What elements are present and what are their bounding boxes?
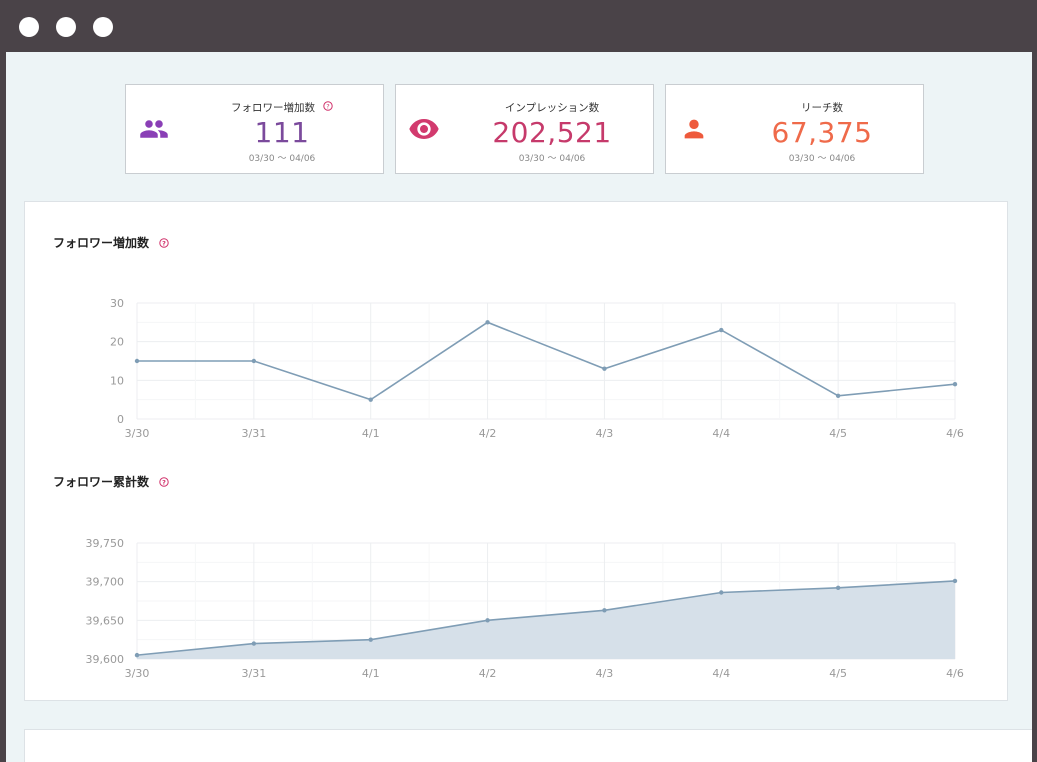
x-tick-label: 4/3 (596, 427, 614, 440)
x-tick-label: 4/1 (362, 427, 380, 440)
dashboard-page: フォロワー増加数? 111 03/30 〜 04/06 インプレッション数 20… (6, 52, 1032, 762)
data-point[interactable] (835, 393, 841, 398)
y-tick-label: 39,700 (86, 576, 125, 589)
stat-date-range: 03/30 〜 04/06 (248, 154, 316, 164)
x-tick-label: 4/1 (362, 667, 380, 680)
x-tick-label: 3/30 (125, 427, 150, 440)
series-line (137, 321, 956, 401)
stat-card-reach: リーチ数 67,375 03/30 〜 04/06 (665, 84, 924, 174)
help-icon[interactable]: ? (159, 477, 169, 487)
svg-text:?: ? (162, 478, 166, 486)
stat-icon-box (666, 85, 721, 173)
data-point[interactable] (952, 578, 958, 584)
data-point[interactable] (134, 358, 140, 364)
follower-total-chart: 39,600 39,650 39,700 39,750 3/30 3/31 4/1 4/2 4/… (86, 537, 964, 680)
window-close-button[interactable] (19, 17, 39, 37)
x-tick-label: 4/5 (829, 427, 847, 440)
stat-date-range: 03/30 〜 04/06 (788, 154, 856, 164)
data-point[interactable] (134, 652, 140, 658)
y-tick-label: 39,750 (86, 537, 125, 550)
person-icon (684, 119, 703, 139)
y-tick-label: 39,600 (86, 653, 125, 666)
y-tick-label: 39,650 (86, 614, 125, 627)
data-point[interactable] (368, 637, 373, 642)
stat-value: 67,375 (771, 116, 873, 149)
stat-value: 202,521 (492, 116, 612, 149)
charts-panel: フォロワー増加数? 0 10 20 30 3/30 3/31 4/1 4/2 4/3 4/4 4/5… (24, 201, 1008, 701)
x-tick-label: 4/2 (479, 667, 497, 680)
help-icon[interactable]: ? (159, 238, 169, 248)
data-point[interactable] (251, 358, 257, 364)
y-tick-label: 10 (110, 374, 124, 387)
stat-value: 111 (254, 116, 310, 149)
y-tick-label: 20 (110, 336, 124, 349)
series-area (137, 580, 955, 659)
window-titlebar (0, 0, 1037, 52)
stat-label: リーチ数 (801, 102, 843, 114)
stat-card-impressions: インプレッション数 202,521 03/30 〜 04/06 (395, 84, 654, 174)
data-point[interactable] (602, 366, 607, 371)
y-tick-label: 30 (110, 297, 124, 310)
x-tick-label: 4/3 (596, 667, 614, 680)
stat-card-follower-gain: フォロワー増加数? 111 03/30 〜 04/06 (125, 84, 384, 174)
x-tick-label: 3/31 (242, 427, 267, 440)
stat-icon-box (396, 85, 451, 173)
next-panel (24, 729, 1032, 762)
window-maximize-button[interactable] (93, 17, 113, 37)
x-tick-label: 3/30 (125, 667, 150, 680)
chart-title-follower-gain: フォロワー増加数? (53, 234, 169, 251)
stat-date-range: 03/30 〜 04/06 (518, 154, 586, 164)
window-minimize-button[interactable] (56, 17, 76, 37)
y-tick-label: 0 (117, 413, 124, 426)
help-icon[interactable]: ? (323, 101, 333, 111)
x-tick-label: 4/6 (946, 427, 964, 440)
data-point[interactable] (719, 590, 724, 595)
people-icon (139, 120, 168, 138)
data-point[interactable] (952, 382, 958, 387)
data-point[interactable] (485, 320, 490, 325)
data-point[interactable] (368, 397, 373, 402)
data-point[interactable] (485, 618, 490, 623)
series-line (136, 580, 956, 656)
x-tick-label: 4/2 (479, 427, 497, 440)
x-tick-label: 3/31 (242, 667, 267, 680)
x-tick-label: 4/6 (946, 667, 964, 680)
x-tick-label: 4/4 (712, 667, 730, 680)
stat-label: フォロワー増加数? (181, 100, 383, 115)
x-tick-label: 4/4 (712, 427, 730, 440)
stat-label: インプレッション数 (504, 102, 600, 114)
svg-text:?: ? (326, 102, 329, 110)
chart-title-follower-total: フォロワー累計数? (53, 473, 169, 490)
stat-icon-box (126, 85, 181, 173)
x-tick-label: 4/5 (829, 667, 847, 680)
eye-icon (408, 119, 439, 139)
data-point[interactable] (602, 608, 607, 613)
follower-gain-chart: 0 10 20 30 3/30 3/31 4/1 4/2 4/3 4/4 4/5 4/6 (110, 297, 964, 440)
data-point[interactable] (835, 585, 841, 591)
data-point[interactable] (719, 327, 724, 333)
svg-text:?: ? (162, 239, 166, 247)
data-point[interactable] (251, 641, 257, 646)
